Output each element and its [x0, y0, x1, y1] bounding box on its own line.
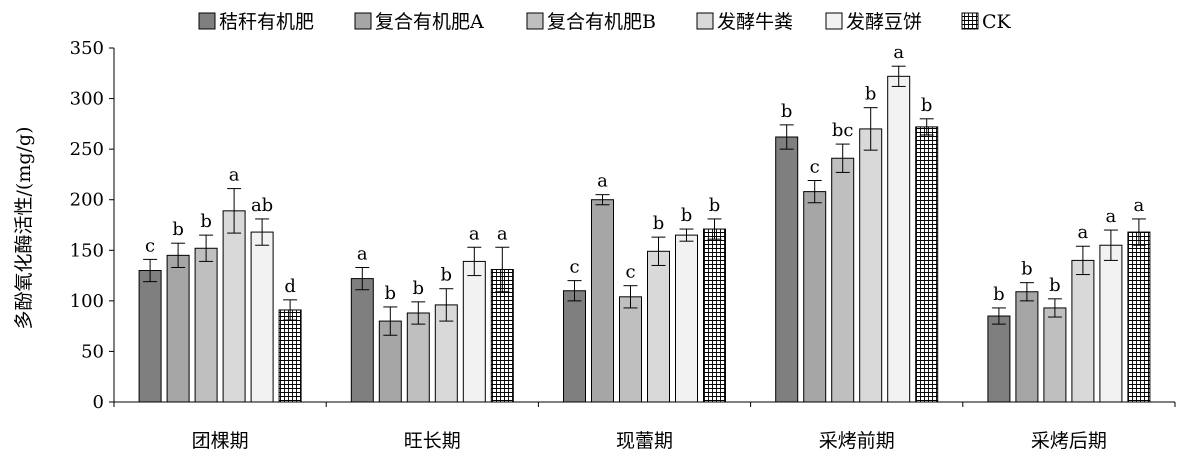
legend-swatch	[696, 12, 714, 30]
significance-label: a	[1134, 195, 1145, 216]
bar	[1099, 244, 1123, 403]
bar	[350, 278, 374, 403]
y-tick-label: 150	[70, 240, 104, 261]
significance-label: a	[1106, 206, 1117, 227]
x-tick-label: 旺长期	[404, 430, 461, 452]
significance-label: a	[1078, 222, 1089, 243]
y-tick-label: 350	[70, 38, 104, 59]
y-tick-label: 300	[70, 89, 104, 110]
legend-label: 发酵豆饼	[846, 11, 922, 33]
significance-label: c	[810, 156, 820, 177]
significance-label: b	[921, 95, 933, 116]
significance-label: b	[993, 284, 1005, 305]
significance-label: a	[357, 243, 368, 264]
legend-label: 发酵牛粪	[717, 11, 793, 33]
significance-label: a	[597, 171, 608, 192]
bar	[859, 128, 883, 403]
y-tick-label: 50	[81, 341, 104, 362]
bar	[887, 75, 911, 403]
y-axis: 0 50 100 150 200 250 300 350	[70, 38, 115, 413]
bar	[1043, 307, 1067, 403]
bar	[1015, 291, 1039, 403]
significance-label: b	[413, 278, 425, 299]
significance-label: b	[441, 265, 453, 286]
significance-label: b	[385, 283, 397, 304]
significance-label: bc	[832, 120, 854, 141]
significance-label: b	[781, 101, 793, 122]
bar	[1127, 231, 1151, 403]
legend-label: 复合有机肥A	[375, 11, 484, 33]
bar	[194, 247, 218, 403]
bar	[619, 296, 642, 403]
bar	[406, 312, 430, 403]
legend-swatch	[526, 12, 544, 30]
significance-label: b	[172, 219, 184, 240]
x-tick-label: 现蕾期	[616, 430, 673, 452]
bar	[462, 260, 486, 403]
bar	[563, 290, 586, 403]
significance-label: a	[469, 223, 480, 244]
significance-label: b	[1021, 259, 1033, 280]
bar	[703, 228, 726, 403]
legend-swatch	[825, 12, 843, 30]
bar	[1071, 259, 1095, 403]
x-axis: 团棵期 旺长期 现蕾期 采烤前期 采烤后期	[113, 401, 1176, 452]
bar	[591, 199, 614, 403]
significance-label: d	[284, 276, 296, 297]
y-tick-label: 200	[70, 190, 104, 211]
legend: 秸秆有机肥 复合有机肥A 复合有机肥B 发酵牛粪 发酵豆饼 CK	[198, 11, 1012, 33]
significance-label: b	[200, 211, 212, 232]
significance-label: c	[625, 262, 635, 283]
significance-label: c	[145, 235, 155, 256]
legend-label: CK	[982, 11, 1012, 33]
bar	[138, 270, 162, 403]
bar	[675, 234, 698, 403]
significance-label: b	[865, 84, 877, 105]
bar	[803, 191, 827, 403]
significance-label: a	[229, 165, 240, 186]
significance-label: b	[681, 205, 693, 226]
y-tick-label: 250	[70, 139, 104, 160]
bar	[647, 250, 670, 403]
significance-label: a	[893, 42, 904, 63]
significance-label: ab	[251, 195, 273, 216]
x-tick-label: 采烤后期	[1031, 430, 1107, 452]
x-tick-label: 采烤前期	[819, 430, 895, 452]
y-tick-label: 100	[70, 291, 104, 312]
bar	[831, 157, 855, 403]
significance-label: b	[1049, 275, 1061, 296]
bar	[775, 136, 799, 403]
bar	[166, 254, 190, 403]
legend-label: 秸秆有机肥	[219, 11, 314, 33]
legend-label: 复合有机肥B	[547, 11, 656, 33]
y-axis-label: 多酚氧化酶活性/(mg/g)	[13, 127, 35, 330]
y-tick-label: 0	[93, 392, 104, 413]
bar	[915, 126, 939, 403]
significance-label: a	[497, 223, 508, 244]
bar	[987, 315, 1011, 403]
significance-label: b	[709, 195, 721, 216]
bar	[222, 210, 246, 403]
legend-swatch	[961, 12, 979, 30]
bar	[250, 231, 274, 403]
bar	[278, 309, 302, 403]
x-tick-label: 团棵期	[192, 430, 249, 452]
significance-label: b	[653, 213, 665, 234]
significance-label: c	[569, 257, 579, 278]
legend-swatch	[354, 12, 372, 30]
legend-swatch	[198, 12, 216, 30]
